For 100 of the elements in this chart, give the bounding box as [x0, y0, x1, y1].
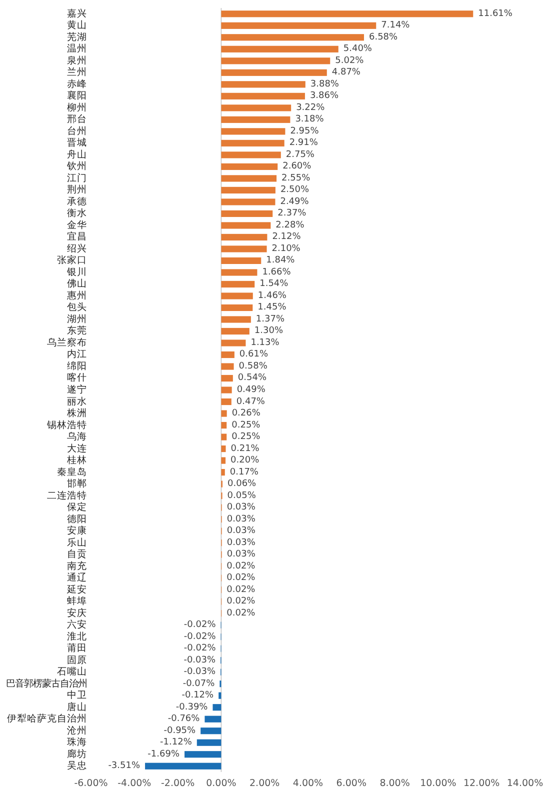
data-label: 0.02%	[226, 584, 256, 595]
data-label: 6.58%	[368, 32, 398, 42]
bar	[221, 22, 376, 29]
y-tick-label: 二连浩特	[47, 489, 87, 502]
y-tick-label: 柳州	[67, 101, 87, 114]
data-label: -0.12%	[182, 690, 214, 701]
y-tick-label: 伊犁哈萨克自治州	[7, 712, 87, 725]
data-label: 1.46%	[258, 290, 287, 301]
bar	[221, 328, 250, 335]
data-label: 1.45%	[258, 302, 287, 313]
data-label: 2.95%	[290, 126, 320, 136]
bar	[212, 704, 222, 711]
data-label: 2.28%	[276, 220, 305, 230]
data-label: 2.91%	[289, 138, 318, 148]
bar	[221, 374, 233, 382]
data-label: 4.87%	[332, 68, 361, 78]
bar	[221, 234, 268, 240]
data-label: 1.13%	[250, 338, 280, 348]
y-tick-label: 珠海	[67, 736, 87, 748]
data-label: -0.02%	[184, 620, 216, 630]
bar	[221, 58, 330, 64]
data-label: 1.54%	[260, 279, 289, 290]
bar	[204, 716, 222, 722]
y-tick-label: 绵阳	[67, 360, 87, 372]
y-tick-label: 锡林浩特	[46, 418, 87, 431]
data-label: 1.37%	[256, 314, 285, 324]
y-tick-label: 廊坊	[67, 748, 87, 760]
y-tick-label: 银川	[66, 266, 87, 278]
data-label: 0.03%	[226, 502, 256, 513]
x-tick-label: -6.00%	[74, 778, 108, 789]
bar	[221, 175, 277, 182]
y-tick-label: 绍兴	[67, 242, 87, 254]
bar	[221, 198, 276, 206]
y-tick-label: 钦州	[66, 160, 87, 172]
y-tick-label: 惠州	[66, 289, 87, 302]
y-tick-label: 乐山	[67, 536, 87, 548]
data-label: 0.17%	[230, 467, 259, 478]
data-label: 2.50%	[280, 185, 310, 196]
data-label: 2.75%	[286, 150, 315, 160]
data-label: 0.25%	[232, 420, 261, 430]
bar	[221, 410, 227, 417]
y-tick-label: 蚌埠	[67, 595, 87, 608]
data-label: 7.14%	[381, 20, 410, 31]
y-tick-label: 承德	[67, 196, 87, 208]
y-tick-label: 淮北	[67, 630, 87, 642]
data-label: -3.51%	[108, 761, 140, 772]
data-label: 0.02%	[226, 573, 256, 584]
bar	[221, 186, 276, 194]
bar	[145, 762, 222, 770]
data-label: -1.12%	[160, 738, 192, 748]
bar	[221, 280, 255, 288]
bar	[221, 34, 364, 41]
bar	[221, 269, 258, 276]
data-label: 0.20%	[230, 456, 260, 466]
bar	[221, 434, 227, 440]
data-label: -0.03%	[184, 667, 216, 678]
bar	[221, 340, 246, 346]
y-tick-label: 佛山	[67, 278, 87, 290]
x-tick-label: 10.00%	[420, 778, 456, 789]
bar	[221, 152, 281, 158]
x-tick-label: 6.00%	[336, 778, 366, 789]
data-label: 0.02%	[226, 596, 256, 607]
data-label: 0.03%	[226, 538, 256, 548]
y-tick-label: 株洲	[66, 407, 87, 420]
data-label: 0.49%	[236, 385, 266, 395]
y-tick-label: 荆州	[67, 184, 87, 196]
data-label: 1.84%	[266, 256, 296, 266]
y-tick-label: 衡水	[67, 207, 87, 220]
x-tick-label: 4.00%	[292, 778, 324, 789]
y-tick-label: 内江	[67, 348, 87, 360]
data-label: 3.86%	[310, 91, 339, 102]
y-tick-label: 通辽	[67, 572, 87, 584]
y-tick-label: 桂林	[66, 454, 87, 466]
bar	[221, 128, 286, 135]
data-label: -0.03%	[184, 655, 216, 666]
bar	[221, 386, 232, 394]
y-tick-label: 湖州	[67, 312, 87, 325]
y-tick-label: 邯郸	[67, 478, 87, 490]
y-tick-label: 兰州	[67, 66, 87, 78]
x-tick-label: -4.00%	[118, 778, 152, 789]
y-tick-label: 秦皇岛	[57, 466, 87, 478]
bar	[221, 246, 267, 252]
bar	[221, 81, 306, 88]
data-label: 2.37%	[278, 208, 307, 219]
y-tick-label: 南充	[67, 560, 87, 572]
data-label: 5.40%	[343, 44, 372, 54]
y-tick-label: 安庆	[67, 606, 87, 619]
data-label: -0.95%	[164, 726, 196, 736]
y-tick-label: 喀什	[67, 372, 87, 384]
y-tick-label: 遂宁	[67, 384, 87, 396]
y-tick-label: 吴忠	[67, 760, 87, 772]
y-tick-label: 赤峰	[67, 78, 87, 90]
bar	[221, 92, 305, 100]
data-label: 0.03%	[226, 550, 256, 560]
bar	[221, 351, 234, 358]
y-tick-label: 延安	[66, 583, 87, 596]
bar	[221, 363, 234, 370]
y-tick-label: 德阳	[67, 514, 87, 525]
y-tick-label: 嘉兴	[67, 7, 87, 20]
data-label: 0.58%	[238, 361, 268, 372]
